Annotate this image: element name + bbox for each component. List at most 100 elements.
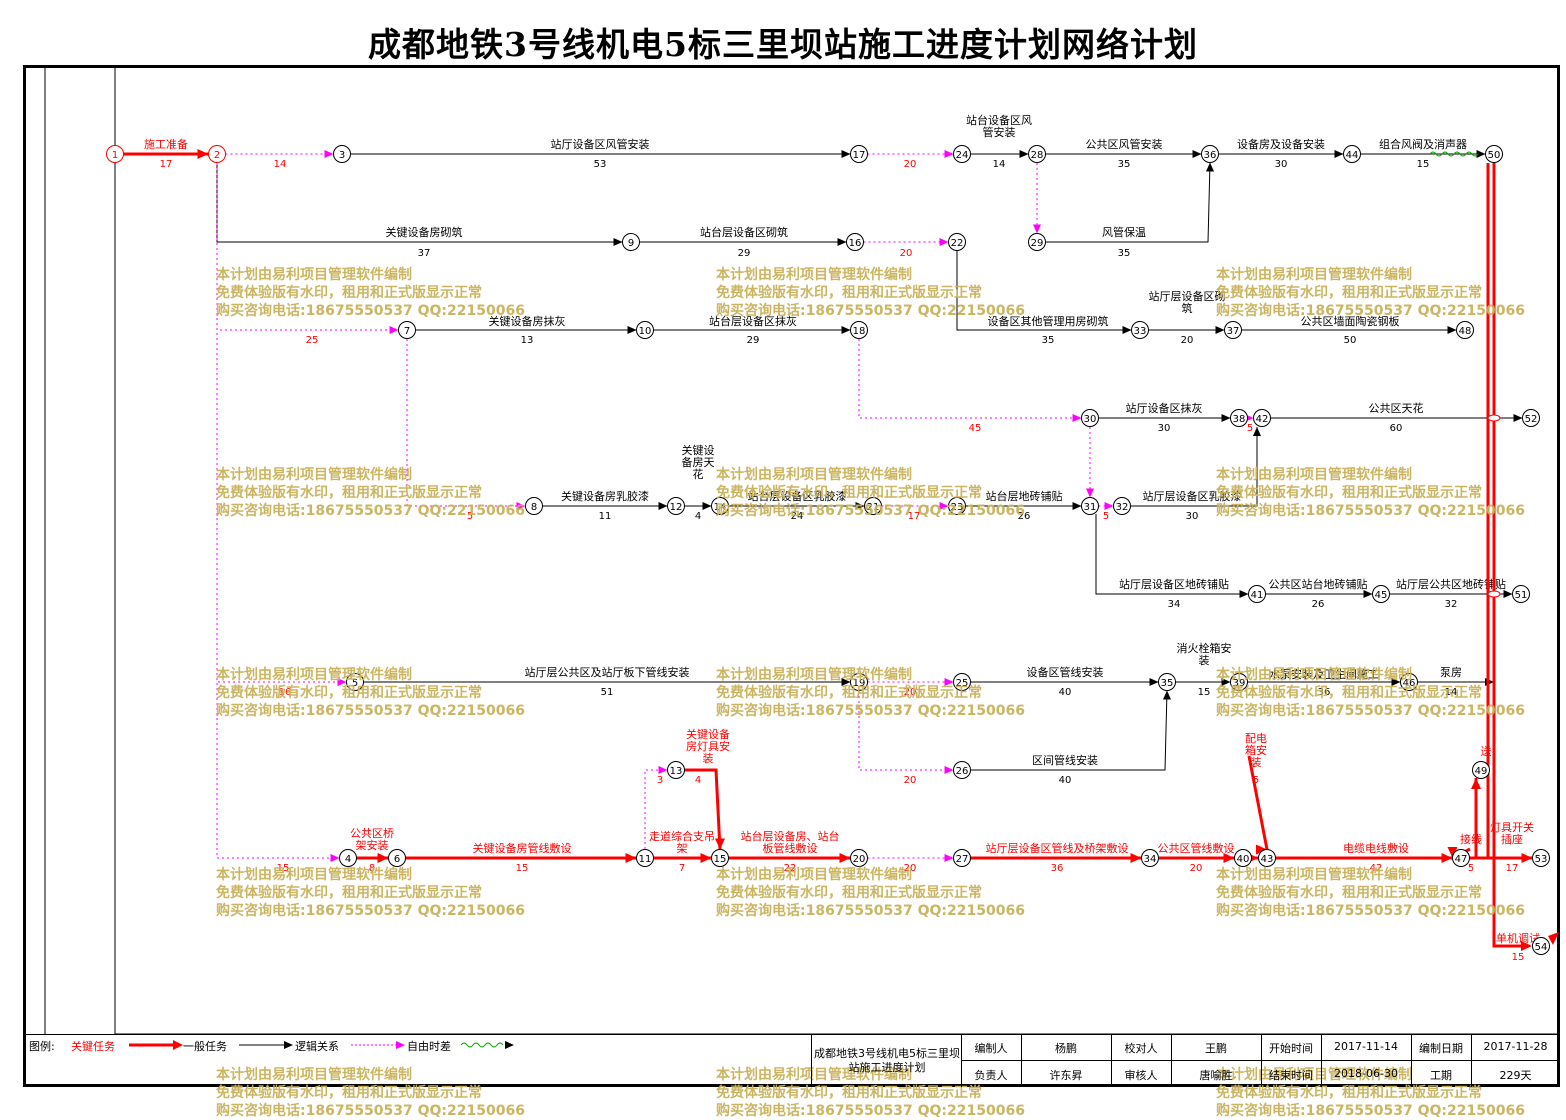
node-44[interactable]: 44 [1343, 145, 1361, 163]
node-8[interactable]: 8 [525, 497, 543, 515]
node-31[interactable]: 31 [1081, 497, 1099, 515]
node-23[interactable]: 23 [948, 497, 966, 515]
activity-duration: 20 [904, 159, 917, 170]
svg-text:20: 20 [853, 854, 866, 865]
activity-duration: 24 [791, 511, 804, 522]
svg-text:16: 16 [849, 238, 862, 249]
node-36[interactable]: 36 [1201, 145, 1219, 163]
activity-name: 泵房 [1440, 666, 1462, 679]
svg-text:40: 40 [1237, 854, 1250, 865]
node-4[interactable]: 4 [339, 849, 357, 867]
node-40[interactable]: 40 [1234, 849, 1252, 867]
node-16[interactable]: 16 [846, 233, 864, 251]
svg-text:12: 12 [670, 502, 683, 513]
activity-name: 单机调试 [1496, 931, 1540, 945]
node-20[interactable]: 20 [850, 849, 868, 867]
node-24[interactable]: 24 [953, 145, 971, 163]
activity-2-4 [216, 163, 340, 859]
node-12[interactable]: 12 [667, 497, 685, 515]
node-6[interactable]: 6 [388, 849, 406, 867]
activity-name: 花 [693, 468, 704, 481]
node-26[interactable]: 26 [953, 761, 971, 779]
node-17[interactable]: 17 [850, 145, 868, 163]
node-5[interactable]: 5 [346, 673, 364, 691]
node-38[interactable]: 38 [1230, 409, 1248, 427]
activity-name: 装 [703, 752, 714, 765]
activity-39-43 [1247, 755, 1269, 850]
activity-name: 电缆电线敷设 [1343, 841, 1409, 855]
node-37[interactable]: 37 [1224, 321, 1242, 339]
activity-name: 公共区站台地砖铺贴 [1269, 577, 1368, 591]
activity-name: 站厅层设备区管线及桥架敷设 [986, 841, 1129, 855]
node-18[interactable]: 18 [850, 321, 868, 339]
node-7[interactable]: 7 [398, 321, 416, 339]
activity-name: 站厅设备区风管安装 [551, 137, 650, 151]
node-45[interactable]: 45 [1372, 585, 1390, 603]
node-10[interactable]: 10 [636, 321, 654, 339]
node-41[interactable]: 41 [1248, 585, 1266, 603]
node-33[interactable]: 33 [1131, 321, 1149, 339]
node-32[interactable]: 32 [1113, 497, 1131, 515]
activity-31-41 [1095, 514, 1249, 595]
node-51[interactable]: 51 [1512, 585, 1530, 603]
svg-text:51: 51 [1515, 590, 1528, 601]
node-34[interactable]: 34 [1141, 849, 1159, 867]
activity-duration: 25 [306, 335, 319, 346]
node-3[interactable]: 3 [333, 145, 351, 163]
activity-duration: 26 [1018, 511, 1031, 522]
node-21[interactable]: 21 [864, 497, 882, 515]
node-30[interactable]: 30 [1081, 409, 1099, 427]
node-49[interactable]: 49 [1472, 761, 1490, 779]
activity-name: 设备房及设备安装 [1237, 137, 1325, 151]
activity-name: 关键设备房砌筑 [386, 225, 463, 239]
node-28[interactable]: 28 [1028, 145, 1046, 163]
node-47[interactable]: 47 [1452, 849, 1470, 867]
svg-text:43: 43 [1261, 854, 1274, 865]
activity-duration: 16 [279, 687, 292, 698]
node-13[interactable]: 13 [667, 761, 685, 779]
node-25[interactable]: 25 [953, 673, 971, 691]
node-42[interactable]: 42 [1253, 409, 1271, 427]
activity-duration: 51 [601, 687, 614, 698]
node-29[interactable]: 29 [1028, 233, 1046, 251]
node-15[interactable]: 15 [711, 849, 729, 867]
node-22[interactable]: 22 [948, 233, 966, 251]
legend-normal-line [239, 1041, 293, 1049]
node-39[interactable]: 39 [1230, 673, 1248, 691]
activity-name: 站台层地砖铺贴 [986, 489, 1063, 503]
node-27[interactable]: 27 [953, 849, 971, 867]
node-14[interactable]: 14 [711, 497, 729, 515]
activity-duration: 29 [738, 248, 751, 259]
activity-duration: 37 [418, 248, 431, 259]
activity-name: 站台层设备房、站台 [741, 829, 840, 843]
node-50[interactable]: 50 [1485, 145, 1503, 163]
activity-name: 架 [677, 842, 688, 855]
activity-name: 站厅层设备区地砖铺贴 [1119, 577, 1229, 591]
svg-text:15: 15 [714, 854, 727, 865]
node-46[interactable]: 46 [1400, 673, 1418, 691]
diagram-frame [23, 65, 1560, 1087]
info-compiler-label: 编制人 [974, 1042, 1008, 1055]
activity-duration: 26 [1312, 599, 1325, 610]
node-19[interactable]: 19 [850, 673, 868, 691]
activity-name: 装 [1199, 654, 1210, 667]
node-52[interactable]: 52 [1522, 409, 1540, 427]
node-43[interactable]: 43 [1258, 849, 1276, 867]
node-1[interactable]: 1 [106, 145, 124, 163]
activity-duration: 4 [695, 775, 701, 786]
activity-duration: 20 [1190, 863, 1203, 874]
legend-float-label: 自由时差 [407, 1040, 451, 1053]
svg-text:18: 18 [853, 326, 866, 337]
node-11[interactable]: 11 [636, 849, 654, 867]
node-54[interactable]: 54 [1532, 937, 1550, 955]
float-wave [1429, 151, 1479, 157]
activity-duration: 14 [993, 159, 1006, 170]
activity-name: 站厅层设备区砌 [1149, 289, 1226, 303]
node-9[interactable]: 9 [622, 233, 640, 251]
node-48[interactable]: 48 [1456, 321, 1474, 339]
node-2[interactable]: 2 [208, 145, 226, 163]
node-53[interactable]: 53 [1532, 849, 1550, 867]
end-flag [1548, 932, 1559, 945]
node-35[interactable]: 35 [1158, 673, 1176, 691]
info-checker: 王鹏 [1205, 1042, 1227, 1055]
